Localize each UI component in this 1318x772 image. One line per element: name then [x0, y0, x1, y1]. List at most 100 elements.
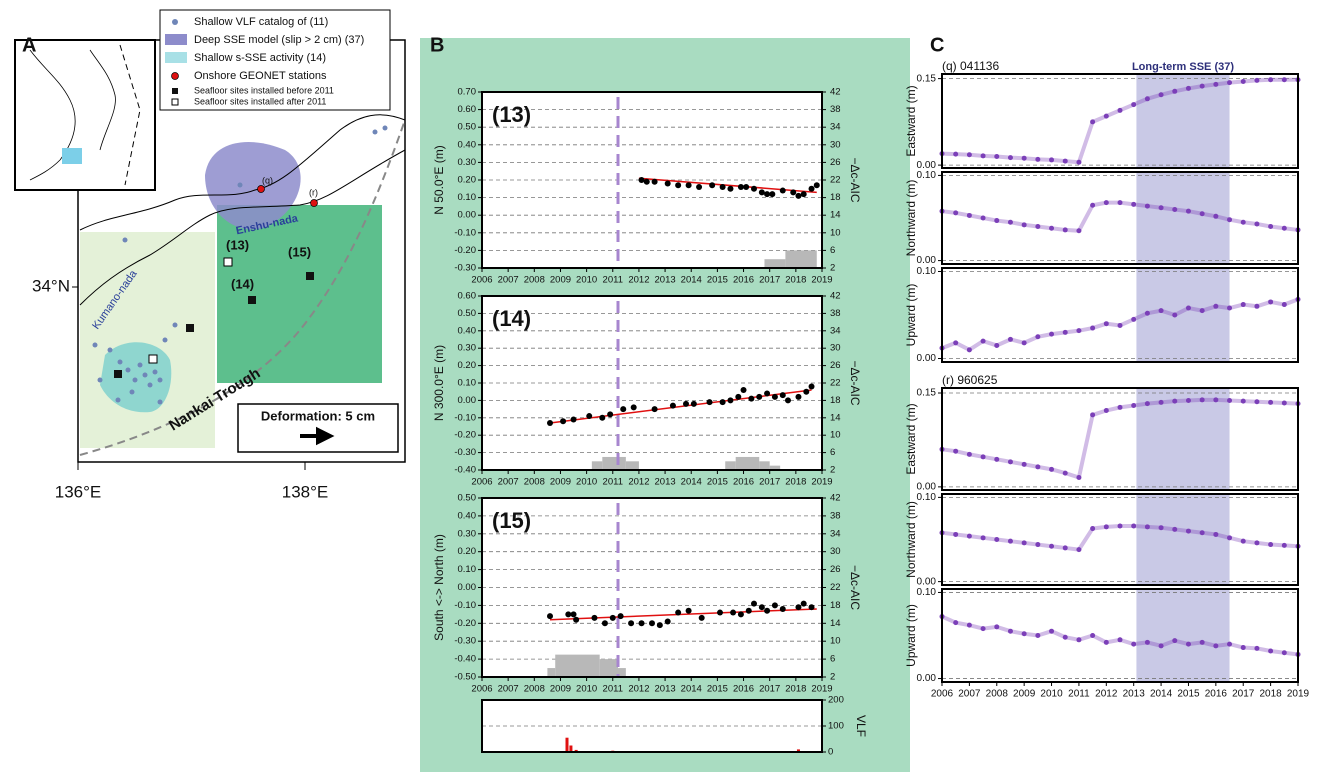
data-point [565, 611, 572, 618]
x-tick-label: 2008 [524, 275, 545, 286]
aic-bar [725, 461, 736, 470]
data-point [1090, 526, 1096, 532]
data-point [790, 189, 797, 196]
data-point [813, 182, 820, 189]
data-point [1213, 397, 1219, 403]
y-tick-label: 0.50 [458, 493, 477, 504]
data-point [779, 392, 786, 399]
x-tick-label: 2010 [576, 684, 597, 695]
plot-area [942, 494, 1298, 585]
x-tick-label: 2009 [550, 275, 571, 286]
data-point [719, 184, 726, 191]
data-point [570, 611, 577, 618]
plot-area [942, 74, 1298, 168]
data-point [690, 400, 697, 407]
x-tick-label: 2007 [498, 477, 519, 488]
plot-frame [941, 493, 1299, 586]
data-point [785, 397, 791, 404]
legend [159, 9, 391, 111]
data-point [966, 451, 972, 457]
y-tick-label: 0.30 [458, 528, 477, 539]
data-point [1240, 398, 1246, 404]
data-point [1227, 398, 1233, 404]
y-tick-label: 0.15 [917, 388, 937, 399]
x-tick-label: 2018 [1259, 689, 1282, 700]
y-tick-label: 0.30 [458, 343, 477, 354]
y2-axis-label: −Δc-AIC [848, 360, 862, 405]
x-tick-label: 2013 [655, 477, 676, 488]
trend-line [638, 177, 817, 194]
x-tick-label: 2014 [681, 477, 702, 488]
shaded-period [1136, 268, 1230, 362]
data-point [586, 413, 593, 420]
data-point [1131, 316, 1137, 322]
aic-bar [599, 659, 618, 677]
data-point [1035, 156, 1041, 162]
y-tick-label: 0.00 [917, 482, 937, 493]
data-point [1062, 545, 1068, 551]
y-tick-label: 0.15 [917, 73, 937, 84]
data-point [719, 399, 726, 406]
data-point [1281, 400, 1287, 406]
x-tick-label: 2016 [733, 477, 754, 488]
data-point [779, 187, 786, 194]
x-tick-label: 2018 [785, 477, 806, 488]
y2-tick-label: 22 [830, 175, 841, 186]
data-point [808, 383, 815, 390]
y2-tick-label: 2 [830, 672, 835, 683]
y-tick-label: 0.70 [458, 87, 477, 98]
data-point [727, 397, 734, 404]
aic-bar [759, 461, 770, 470]
data-point [1199, 83, 1205, 89]
legend-swatch [165, 52, 187, 63]
data-point [980, 338, 986, 344]
data-point [1131, 403, 1137, 409]
data-point [599, 414, 606, 421]
data-point [1144, 401, 1150, 407]
aic-bar [625, 461, 639, 470]
y2-tick-label: 2 [830, 465, 835, 476]
data-point [570, 416, 577, 423]
data-point [748, 395, 755, 402]
data-point [1199, 639, 1205, 645]
y-tick-label: 0.60 [458, 291, 477, 302]
data-point [953, 151, 959, 157]
x-tick-label: 2015 [707, 477, 728, 488]
data-point [779, 605, 786, 612]
legend-swatch [171, 98, 179, 106]
x-tick-label: 2007 [498, 684, 519, 695]
data-point [1172, 638, 1178, 644]
data-point [1227, 535, 1233, 541]
data-point [771, 602, 778, 609]
y2-tick-label: 42 [830, 493, 841, 504]
x-tick-label: 2011 [603, 477, 623, 488]
scale-arrow [300, 426, 335, 446]
site-label: (13) [226, 237, 249, 252]
shade-label: Long-term SSE (37) [1132, 61, 1234, 73]
seafloor-site [306, 272, 314, 280]
y2-tick-label: 10 [830, 227, 841, 238]
aic-bar [547, 668, 556, 677]
data-point [601, 620, 608, 627]
data-point [1240, 538, 1246, 544]
seafloor-site [114, 370, 122, 378]
legend-entry: Seafloor sites installed after 2011 [194, 96, 326, 106]
data-point [573, 616, 580, 623]
data-point [1185, 208, 1191, 214]
data-point [756, 393, 763, 400]
data-point [966, 152, 972, 158]
y-tick-label: 0.10 [458, 378, 477, 389]
data-point [696, 184, 703, 191]
data-point [735, 393, 742, 400]
y2-tick-label: 18 [830, 395, 841, 406]
seafloor-site [148, 354, 158, 364]
y2-tick-label: 30 [830, 139, 841, 150]
bar [565, 737, 569, 752]
data-point [966, 533, 972, 539]
data-point [617, 613, 624, 620]
deep-sse-region [205, 142, 301, 230]
data-point [664, 618, 671, 625]
data-point [685, 182, 692, 189]
data-point [1021, 461, 1027, 467]
